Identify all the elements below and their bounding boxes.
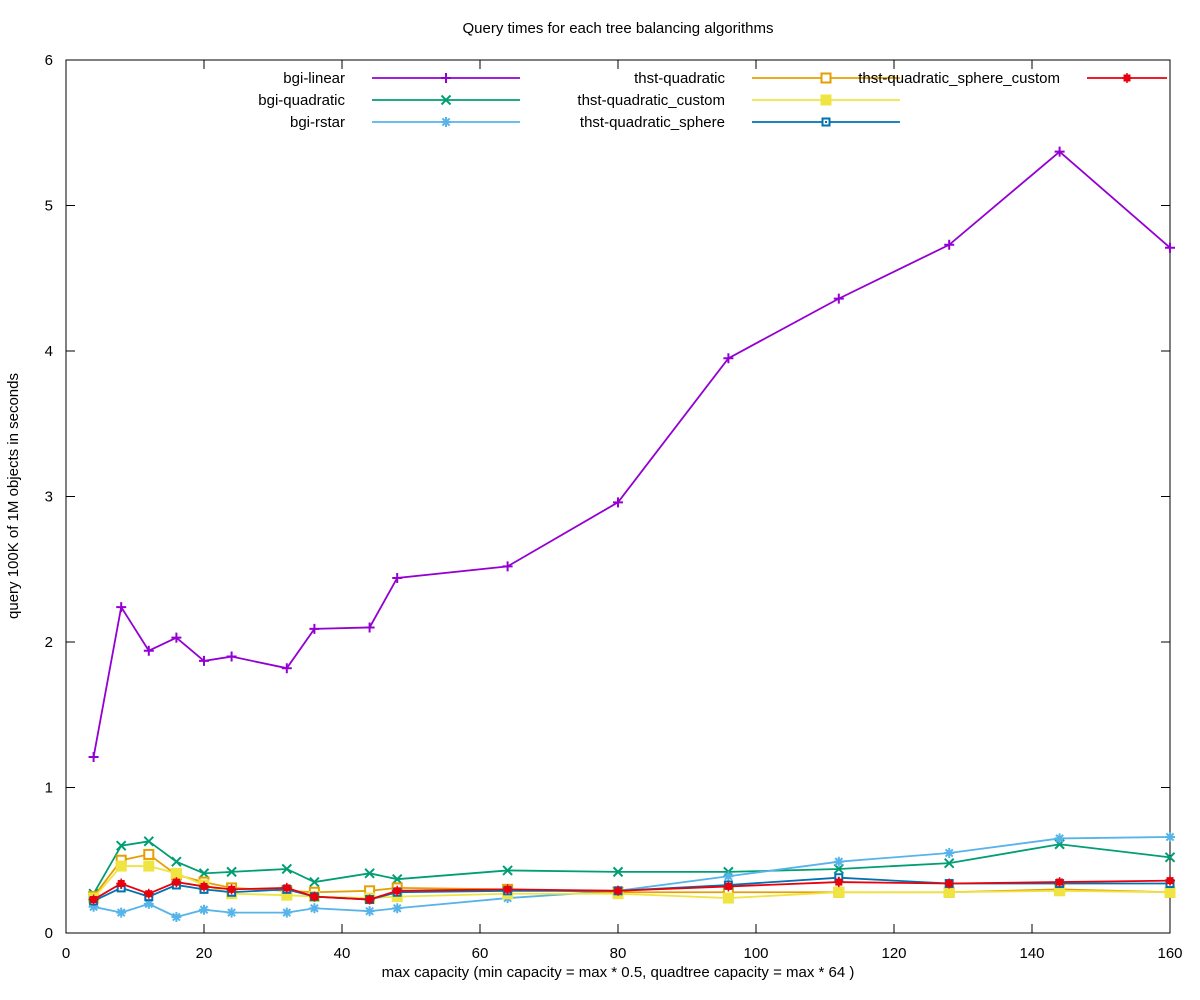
x-axis-label: max capacity (min capacity = max * 0.5, … (382, 964, 855, 981)
legend-entry-bgi-quadratic: bgi-quadratic (258, 92, 520, 109)
series-thst-quadratic_sphere_custom (88, 875, 1175, 905)
legend-label: bgi-quadratic (258, 92, 345, 109)
x-tick-label: 100 (743, 945, 768, 962)
x-tick-label: 120 (881, 945, 906, 962)
y-tick-label: 1 (45, 780, 53, 797)
legend-entry-bgi-rstar: bgi-rstar (290, 114, 520, 131)
x-tick-label: 20 (196, 945, 213, 962)
legend-label: bgi-linear (283, 70, 345, 87)
legend-entry-thst-quadratic: thst-quadratic (634, 70, 900, 87)
plot-border (65, 59, 1171, 934)
legend-label: thst-quadratic (634, 70, 725, 87)
y-tick-label: 3 (45, 489, 53, 506)
legend-label: thst-quadratic_custom (577, 92, 725, 109)
x-tick-label: 60 (472, 945, 489, 962)
plot-series (88, 146, 1176, 922)
y-axis-label: query 100K of 1M objects in seconds (5, 373, 22, 619)
y-tick-label: 0 (45, 925, 53, 942)
legend-entry-thst-quadratic_custom: thst-quadratic_custom (577, 92, 900, 109)
x-tick-label: 160 (1157, 945, 1182, 962)
series-line-bgi-rstar (93, 836, 1171, 918)
legend-entry-thst-quadratic_sphere: thst-quadratic_sphere (580, 114, 900, 131)
legend-label: bgi-rstar (290, 114, 345, 131)
y-tick-label: 4 (45, 343, 53, 360)
legend: bgi-linear bgi-quadratic bgi-rstar thst-qua… (258, 70, 1167, 131)
series-line-bgi-linear (92, 150, 1171, 758)
legend-entry-bgi-linear: bgi-linear (283, 70, 520, 87)
legend-label: thst-quadratic_sphere_custom (858, 70, 1060, 87)
chart-title: Query times for each tree balancing algo… (463, 20, 774, 37)
x-tick-label: 140 (1019, 945, 1044, 962)
series-line-bgi-quadratic (92, 840, 1171, 895)
y-tick-label: 6 (45, 52, 53, 69)
y-tick-label: 5 (45, 198, 53, 215)
series-bgi-linear (88, 146, 1175, 762)
axes: 0 20 40 60 80 100 120 140 160 0 1 2 3 4 5 6 (45, 52, 1183, 962)
x-tick-label: 0 (62, 945, 70, 962)
x-tick-label: 80 (610, 945, 627, 962)
legend-entry-thst-quadratic_sphere_custom: thst-quadratic_sphere_custom (858, 70, 1167, 87)
legend-label: thst-quadratic_sphere (580, 114, 725, 131)
series-bgi-rstar (88, 831, 1175, 922)
y-tick-label: 2 (45, 634, 53, 651)
series-bgi-quadratic (88, 836, 1176, 899)
x-tick-label: 40 (334, 945, 351, 962)
